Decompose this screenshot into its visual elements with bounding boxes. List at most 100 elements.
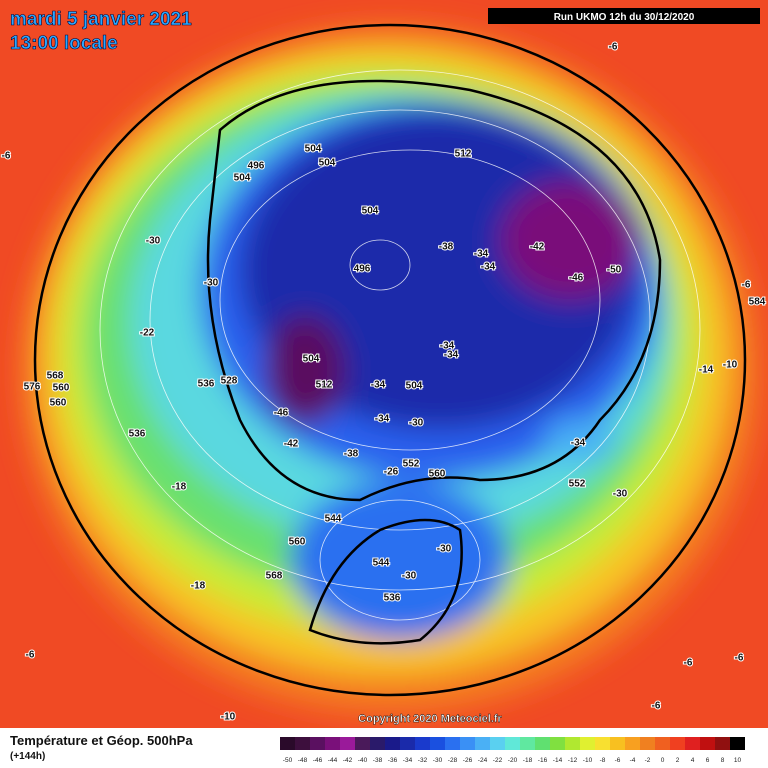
legend-label: 6 (706, 757, 710, 764)
contour-label: -34 (481, 262, 496, 273)
contour-label: -6 (609, 42, 618, 53)
legend-swatch (385, 737, 400, 750)
legend-label: -34 (403, 757, 413, 764)
contour-label: 504 (319, 158, 336, 169)
contour-label: -34 (474, 249, 489, 260)
legend-swatch (535, 737, 550, 750)
contour-label: 504 (234, 173, 251, 184)
contour-bold (33, 23, 747, 697)
field (290, 480, 510, 640)
legend-swatch (415, 737, 430, 750)
field (545, 418, 615, 462)
legend-swatch (370, 737, 385, 750)
contour-label: -6 (2, 151, 11, 162)
legend-label: -32 (418, 757, 428, 764)
legend-label: -38 (373, 757, 383, 764)
field (265, 315, 345, 425)
legend-label: 8 (721, 757, 725, 764)
contour-label: -34 (571, 438, 586, 449)
legend-label: -44 (328, 757, 338, 764)
contour-label: 504 (305, 144, 322, 155)
copyright: Copyright 2020 Meteociel.fr (358, 713, 502, 725)
footer-lead: (+144h) (10, 751, 45, 762)
contour-label: 528 (221, 376, 238, 387)
contour-label: -30 (409, 418, 424, 429)
color-legend: -50 -48 -46 -44 -42 -40 -38 -36 -34 -32 -30 -28 -26-… (280, 737, 745, 764)
legend-swatch (550, 737, 565, 750)
contour-label: -30 (437, 544, 452, 555)
contour-label: 552 (403, 459, 420, 470)
contour-label: -42 (530, 242, 545, 253)
legend-swatch (430, 737, 445, 750)
legend-swatch (475, 737, 490, 750)
legend-swatch (655, 737, 670, 750)
legend-swatch (400, 737, 415, 750)
legend-swatch (625, 737, 640, 750)
legend-label: -2 (645, 757, 651, 764)
contour-label: 544 (325, 514, 342, 525)
contour-label: -18 (191, 581, 206, 592)
legend-swatch (700, 737, 715, 750)
contour-label: -46 (274, 408, 289, 419)
footer-title: Température et Géop. 500hPa (10, 733, 193, 748)
legend-swatch (325, 737, 340, 750)
contour-label: 584 (749, 297, 766, 308)
legend-label: -48 (298, 757, 308, 764)
legend-label: -18 (523, 757, 533, 764)
contour-label: 568 (47, 371, 64, 382)
legend-swatch (295, 737, 310, 750)
legend-label: -28 (448, 757, 458, 764)
contour-label: -10 (221, 712, 236, 723)
legend-label: -24 (478, 757, 488, 764)
contour-bold (206, 79, 662, 502)
legend-label: 10 (734, 757, 742, 764)
legend-label: 0 (661, 757, 665, 764)
contour-label: -10 (723, 360, 738, 371)
legend-label: -12 (568, 757, 578, 764)
legend-label: -40 (358, 757, 368, 764)
contour-label: 576 (24, 382, 41, 393)
contour-label: -38 (439, 242, 454, 253)
legend-label: -22 (493, 757, 503, 764)
contour-label: -30 (613, 489, 628, 500)
contour-label: -34 (440, 341, 455, 352)
contour (219, 149, 601, 451)
contour-label: 544 (373, 558, 390, 569)
contour-label: -26 (384, 467, 399, 478)
contour-bold (308, 518, 463, 645)
legend-label: -10 (583, 757, 593, 764)
contour-label: -30 (402, 571, 417, 582)
legend-label: -30 (433, 757, 443, 764)
legend-swatch (505, 737, 520, 750)
temperature-field (0, 0, 768, 728)
contour-label: -6 (684, 658, 693, 669)
contour-label: 536 (384, 593, 401, 604)
contour-label: -50 (607, 265, 622, 276)
legend-label: -14 (553, 757, 563, 764)
contour-label: -18 (172, 482, 187, 493)
contour-label: 560 (429, 469, 446, 480)
run-box (488, 8, 760, 24)
legend-swatch (595, 737, 610, 750)
contour-label: -6 (735, 653, 744, 664)
contour-label: -6 (652, 701, 661, 712)
contour (149, 109, 651, 531)
contour-label: -34 (444, 350, 459, 361)
legend-swatch (280, 737, 295, 750)
contour-label: -34 (375, 414, 390, 425)
legend-label: -20 (508, 757, 518, 764)
contour-label: 536 (129, 429, 146, 440)
contour-label: 496 (354, 264, 371, 275)
legend-swatch (640, 737, 655, 750)
contour-label: -22 (140, 328, 155, 339)
legend-label: 2 (676, 757, 680, 764)
contour-label: -14 (699, 365, 714, 376)
legend-swatch (685, 737, 700, 750)
contour-label: 560 (289, 537, 306, 548)
legend-swatch (670, 737, 685, 750)
contour-labels: -6-6-6584-10-14-30496504504504512504496-… (1, 41, 767, 724)
contour-label: -30 (204, 278, 219, 289)
contour (99, 69, 701, 591)
legend-swatch (730, 737, 745, 750)
legend-label: -6 (615, 757, 621, 764)
